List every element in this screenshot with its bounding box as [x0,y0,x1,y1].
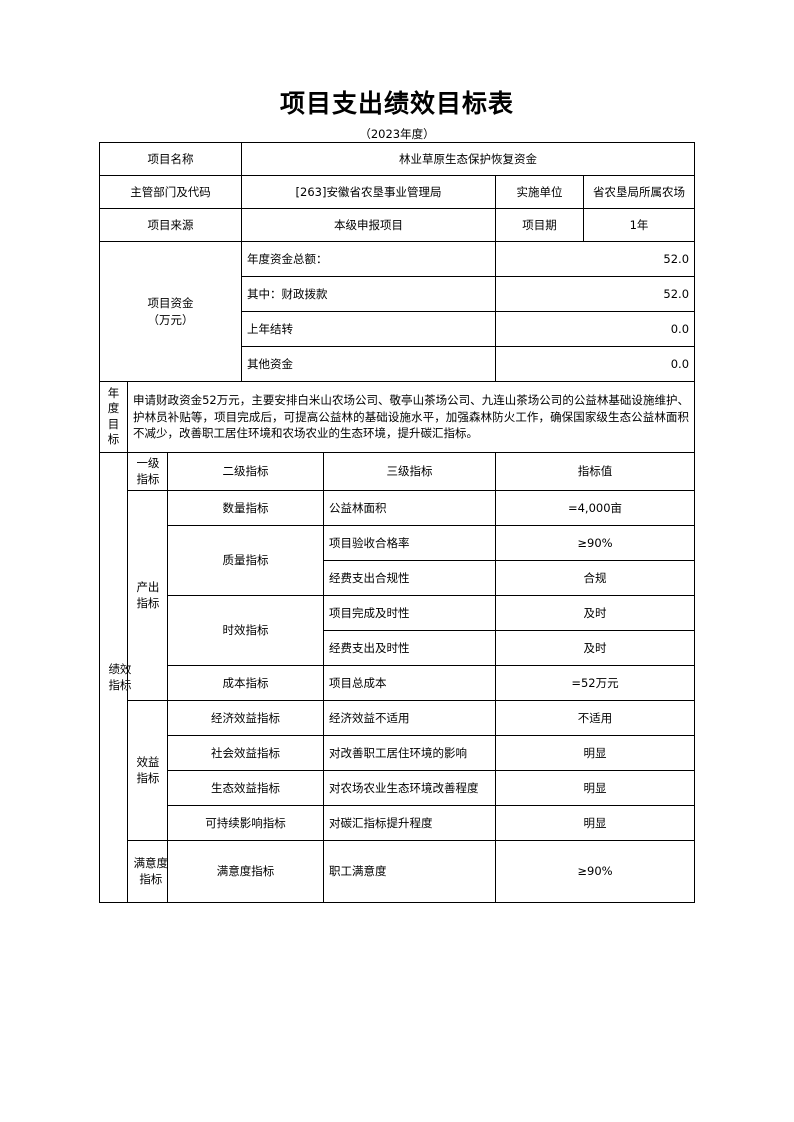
level1-satisfaction: 满意度指标 [127,840,168,904]
level3-label: 对农场农业生态环境改善程度 [323,770,496,807]
row-project-source: 项目来源 本级申报项目 项目期 1年 [99,208,696,242]
table-row: 社会效益指标 对改善职工居住环境的影响 明显 [100,735,696,772]
level2-quality: 质量指标 [167,525,324,597]
page-title: 项目支出绩效目标表 [279,89,514,118]
header-level1: 一级指标 [127,451,168,492]
table-row: 成本指标 项目总成本 =52万元 [100,665,696,702]
indicator-value: 不适用 [494,700,696,737]
row-annual-target: 年度目标 申请财政资金52万元，主要安排白米山农场公司、敬亭山茶场公司、九连山茶… [99,381,696,453]
header-level3: 三级指标 [323,451,496,492]
department-label: 主管部门及代码 [99,175,242,209]
level3-label: 经济效益不适用 [323,700,496,737]
indicator-value: 合规 [494,560,696,597]
level3-label: 对碳汇指标提升程度 [323,805,496,842]
level2-economic: 经济效益指标 [167,700,324,737]
indicator-value: 明显 [494,735,696,772]
level3-label: 对改善职工居住环境的影响 [323,735,496,772]
annual-target-label: 年度目标 [99,381,128,453]
level3-label: 经费支出及时性 [323,630,496,667]
table-row: 生态效益指标 对农场农业生态环境改善程度 明显 [100,770,696,807]
funding-label-line1: 项目资金 [147,295,194,310]
funding-row-value: 52.0 [494,276,696,312]
page-subtitle: （2023年度） [359,127,435,141]
level2-ecological: 生态效益指标 [167,770,324,807]
funding-row-value: 0.0 [494,346,696,382]
indicator-value: =52万元 [494,665,696,702]
level3-label: 职工满意度 [323,840,496,904]
annual-target-text: 申请财政资金52万元，主要安排白米山农场公司、敬亭山茶场公司、九连山茶场公司的公… [126,381,696,453]
row-department: 主管部门及代码 [263]安徽省农垦事业管理局 实施单位 省农垦局所属农场 [99,175,696,209]
table-row: 满意度指标 满意度指标 职工满意度 ≥90% [100,840,696,904]
level3-label: 项目总成本 [323,665,496,702]
level2-cost: 成本指标 [167,665,324,702]
level3-label: 项目验收合格率 [323,525,496,562]
level1-benefit: 效益指标 [127,700,168,842]
level1-output: 产出指标 [127,490,168,702]
table-row: 可持续影响指标 对碳汇指标提升程度 明显 [100,805,696,842]
level2-social: 社会效益指标 [167,735,324,772]
performance-section-label: 绩效指标 [99,451,131,904]
level2-quantity: 数量指标 [167,490,324,527]
indicator-value: ≥90% [494,840,696,904]
indicator-value: 明显 [494,805,696,842]
project-name-label: 项目名称 [99,142,242,176]
funding-label-line2: （万元） [147,312,194,327]
table-row: 经费支出及时性 及时 [100,630,696,667]
table-row: 产出指标 数量指标 公益林面积 =4,000亩 [100,490,696,702]
table-row: 时效指标 项目完成及时性 及时 [100,595,696,667]
project-name-value: 林业草原生态保护恢复资金 [240,142,696,176]
level3-label: 经费支出合规性 [323,560,496,597]
indicator-value: 明显 [494,770,696,807]
funding-row-name: 上年结转 [241,311,496,347]
indicator-value: ≥90% [494,525,696,562]
implementing-unit-value: 省农垦局所属农场 [582,175,696,209]
header-value: 指标值 [494,451,696,492]
department-value: [263]安徽省农垦事业管理局 [241,175,496,209]
table-row: 效益指标 经济效益指标 经济效益不适用 不适用 [100,700,696,842]
level2-satisfaction: 满意度指标 [167,840,324,904]
level3-label: 公益林面积 [323,490,496,527]
indicator-value: 及时 [494,595,696,632]
level2-sustainable: 可持续影响指标 [167,805,324,842]
funding-row-name: 其中：财政拨款 [241,276,496,312]
row-indicator-header: 绩效指标 一级指标 二级指标 三级指标 指标值 [99,451,696,904]
project-period-label: 项目期 [495,208,584,242]
funding-row-name: 年度资金总额： [241,241,496,277]
project-source-label: 项目来源 [99,208,242,242]
table-row: 质量指标 项目验收合格率 ≥90% [100,525,696,597]
project-source-value: 本级申报项目 [241,208,496,242]
row-funding-total: 项目资金 （万元） 年度资金总额： 52.0 [99,241,696,382]
indicator-value: 及时 [494,630,696,667]
performance-target-table: 项目名称 林业草原生态保护恢复资金 主管部门及代码 [263]安徽省农垦事业管理… [99,142,696,904]
funding-label: 项目资金 （万元） [99,241,242,382]
funding-row-value: 0.0 [494,311,696,347]
row-funding-carryover: 上年结转 0.0 [100,311,696,347]
indicator-value: =4,000亩 [494,490,696,527]
row-project-name: 项目名称 林业草原生态保护恢复资金 [99,142,696,176]
implementing-unit-label: 实施单位 [495,175,584,209]
funding-row-value: 52.0 [494,241,696,277]
funding-row-name: 其他资金 [241,346,496,382]
project-period-value: 1年 [582,208,696,242]
row-funding-appropriation: 其中：财政拨款 52.0 [100,276,696,312]
level3-label: 项目完成及时性 [323,595,496,632]
row-funding-other: 其他资金 0.0 [100,346,696,382]
header-level2: 二级指标 [167,451,324,492]
level2-timeliness: 时效指标 [167,595,324,667]
